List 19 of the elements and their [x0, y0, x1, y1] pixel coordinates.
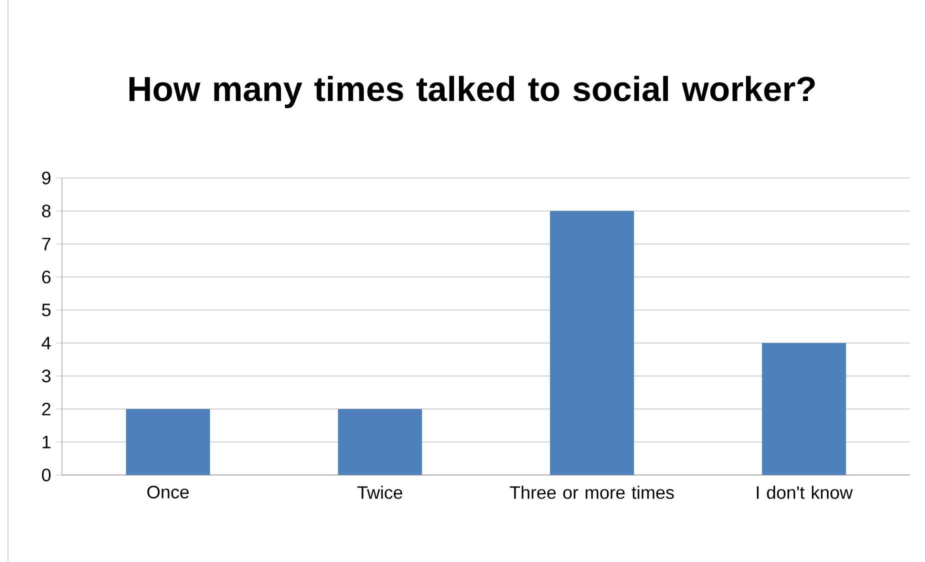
- y-tick-label: 1: [42, 436, 50, 448]
- y-tick-label: 6: [42, 270, 50, 284]
- y-tick-label: 4: [42, 336, 51, 350]
- y-tick-label: 5: [42, 304, 51, 316]
- x-tick-label: Three or more times: [510, 486, 674, 499]
- x-tick-label: I don't know: [756, 486, 853, 499]
- bar: [550, 211, 634, 476]
- x-tick-label: Once: [147, 486, 189, 498]
- y-tick-label: 3: [42, 370, 50, 382]
- chart-title: How many times talked to social worker?: [129, 76, 815, 108]
- y-tick-label: 0: [42, 468, 51, 482]
- y-tick-label: 8: [42, 204, 50, 218]
- y-tick-label: 9: [42, 172, 50, 184]
- y-tick-label: 7: [42, 238, 50, 250]
- x-tick-label: Twice: [357, 486, 402, 499]
- bar: [126, 409, 210, 476]
- y-tick-label: 2: [42, 402, 50, 416]
- bar: [762, 343, 846, 476]
- bar: [338, 409, 422, 476]
